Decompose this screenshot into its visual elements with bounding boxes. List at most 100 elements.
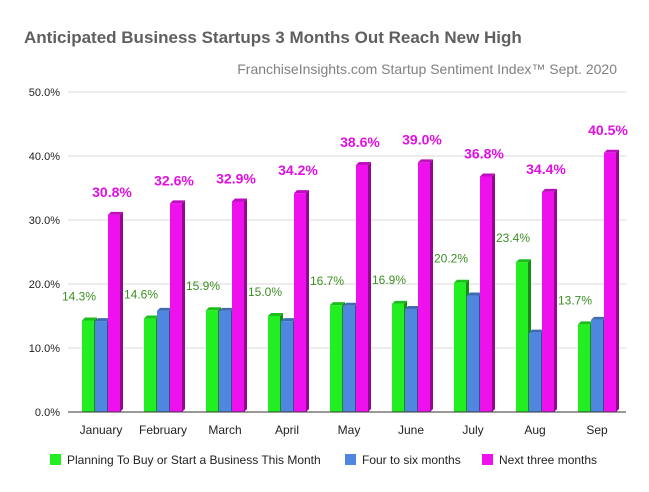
- bar: [82, 320, 94, 412]
- data-label: 13.7%: [558, 293, 592, 307]
- bar: [392, 303, 404, 412]
- axes: 0.0% 10.0% 20.0% 30.0% 40.0% 50.0% January Febr…: [29, 87, 626, 437]
- chart-title: Anticipated Business Startups 3 Months O…: [24, 28, 522, 47]
- bar: [219, 310, 231, 412]
- bar-side: [182, 200, 185, 412]
- legend: Planning To Buy or Start a Business This…: [50, 453, 597, 467]
- bar-top: [454, 279, 469, 283]
- bar-side: [120, 211, 123, 412]
- data-label: 30.8%: [92, 184, 132, 200]
- bar: [529, 332, 541, 412]
- bar: [467, 295, 479, 412]
- bar-top: [281, 318, 296, 322]
- bar-top: [516, 259, 531, 263]
- bar-side: [368, 161, 371, 412]
- bar: [232, 201, 244, 412]
- data-labels: 14.3% 30.8% 14.6% 32.6% 15.9% 32.9% 15.0% 34.2%…: [62, 122, 628, 308]
- data-label: 39.0%: [402, 131, 442, 147]
- bar-top: [480, 173, 495, 177]
- bar-top: [392, 300, 407, 304]
- bar: [206, 310, 218, 412]
- bar: [95, 321, 107, 412]
- y-tick-label: 40.0%: [29, 151, 60, 163]
- bar: [418, 162, 430, 412]
- data-label: 34.2%: [278, 162, 318, 178]
- bar: [405, 308, 417, 412]
- bar-top: [268, 313, 283, 316]
- bar-top: [542, 188, 557, 192]
- bar-side: [554, 188, 557, 412]
- x-tick-label: April: [275, 423, 299, 437]
- bar-top: [108, 211, 123, 215]
- x-tick-label: January: [80, 423, 123, 437]
- x-tick-label: February: [139, 423, 187, 437]
- data-label: 16.9%: [372, 273, 406, 287]
- bar: [604, 152, 616, 413]
- legend-label: Four to six months: [362, 453, 461, 467]
- data-label: 38.6%: [340, 134, 380, 150]
- bar: [356, 164, 368, 412]
- x-tick-label: Sep: [586, 423, 608, 437]
- bar-top: [157, 307, 172, 311]
- bar-top: [418, 159, 433, 163]
- legend-swatch: [345, 454, 356, 465]
- bar: [343, 305, 355, 412]
- bar: [108, 214, 120, 412]
- x-tick-label: May: [338, 423, 361, 437]
- bar-side: [616, 149, 619, 413]
- bar-top: [144, 315, 159, 319]
- bar-top: [343, 302, 358, 306]
- data-label: 36.8%: [464, 145, 504, 161]
- legend-label: Planning To Buy or Start a Business This…: [67, 453, 321, 467]
- x-tick-label: June: [398, 423, 424, 437]
- bar: [157, 310, 169, 412]
- x-tick-label: March: [208, 423, 241, 437]
- data-label: 32.9%: [216, 170, 256, 186]
- bar-top: [578, 321, 593, 325]
- bar-top: [232, 198, 247, 202]
- data-label: 32.6%: [154, 172, 194, 188]
- bar-side: [430, 159, 433, 412]
- x-tick-label: Aug: [524, 423, 545, 437]
- bar-top: [294, 190, 309, 194]
- bar: [170, 203, 182, 412]
- data-label: 16.7%: [310, 274, 344, 288]
- bar: [330, 305, 342, 412]
- data-label: 40.5%: [588, 122, 628, 138]
- bar-top: [405, 305, 420, 309]
- bar-top: [604, 149, 619, 153]
- legend-swatch: [50, 454, 61, 465]
- y-tick-label: 30.0%: [29, 215, 60, 227]
- y-tick-label: 20.0%: [29, 279, 60, 291]
- legend-label: Next three months: [499, 453, 597, 467]
- data-label: 14.6%: [124, 288, 158, 302]
- y-tick-label: 50.0%: [29, 87, 60, 99]
- bar-top: [467, 292, 482, 296]
- y-tick-label: 0.0%: [35, 407, 60, 419]
- bar: [281, 321, 293, 412]
- bar: [454, 282, 466, 412]
- bar-top: [82, 317, 97, 321]
- bar-side: [492, 173, 495, 412]
- bar: [294, 193, 306, 412]
- bar: [144, 318, 156, 412]
- bar: [591, 319, 603, 412]
- bar-top: [330, 302, 345, 306]
- bar-side: [306, 190, 309, 412]
- bar-top: [170, 200, 185, 204]
- bar: [516, 262, 528, 412]
- data-label: 34.4%: [526, 161, 566, 177]
- bar-top: [206, 307, 221, 311]
- bar: [578, 324, 590, 412]
- bar-top: [356, 161, 371, 165]
- x-tick-label: July: [462, 423, 483, 437]
- data-label: 20.2%: [434, 252, 468, 266]
- bar-top: [219, 307, 234, 311]
- data-label: 15.9%: [186, 279, 220, 293]
- bar-side: [244, 198, 247, 412]
- data-label: 15.0%: [248, 285, 282, 299]
- bar-top: [95, 318, 110, 322]
- bars: [82, 149, 619, 413]
